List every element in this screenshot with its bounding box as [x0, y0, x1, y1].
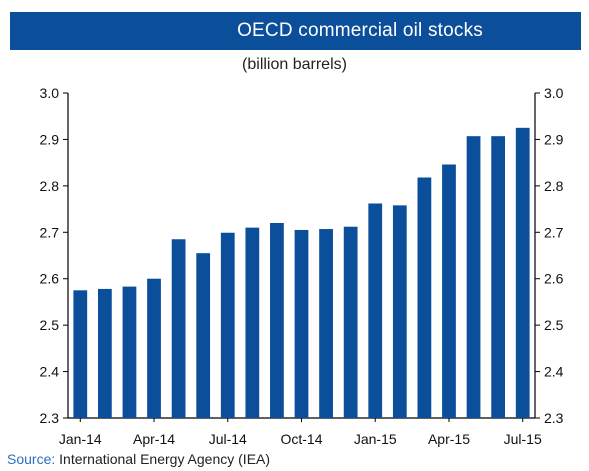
- y-tick-label-right: 2.4: [544, 364, 564, 380]
- y-tick-label-left: 2.6: [40, 271, 60, 287]
- y-tick-label-left: 2.7: [40, 224, 60, 240]
- chart-title: OECD commercial oil stocks: [237, 20, 483, 41]
- y-tick-label-right: 2.9: [544, 131, 564, 147]
- bar: [122, 286, 137, 418]
- y-tick-label-left: 2.4: [40, 364, 60, 380]
- y-tick-label-right: 2.3: [544, 410, 564, 426]
- x-tick-label: Oct-14: [280, 431, 322, 447]
- bar: [73, 290, 88, 418]
- bar: [147, 278, 161, 418]
- x-tick-label: Apr-15: [428, 431, 470, 447]
- bar-chart: 2.3 2.3 2.4 2.4 2.5 2.5 2.6 2.6 2.7 2.7 2.8 2.8 2.9 2…: [40, 85, 564, 447]
- source-note: Source: International Energy Agency (IEA…: [7, 451, 270, 467]
- source-text: International Energy Agency (IEA): [59, 451, 271, 467]
- bar: [196, 253, 211, 418]
- bar: [491, 136, 506, 418]
- bar: [417, 177, 432, 418]
- bar: [515, 127, 530, 419]
- source-label: Source:: [7, 451, 56, 467]
- bar: [343, 226, 358, 418]
- x-tick-label: Jul-14: [209, 431, 247, 447]
- x-tick-label: Jan-15: [354, 431, 397, 447]
- y-tick-label-right: 2.8: [544, 178, 564, 194]
- bar: [392, 205, 407, 418]
- bar: [294, 229, 309, 418]
- bar: [466, 136, 481, 418]
- bar: [220, 232, 235, 418]
- y-tick-label-right: 2.7: [544, 224, 564, 240]
- y-tick-label-left: 2.9: [40, 131, 60, 147]
- y-tick-label-right: 2.5: [544, 317, 564, 333]
- title-bar: OECD commercial oil stocks: [10, 12, 581, 50]
- y-tick-label-left: 2.5: [40, 317, 60, 333]
- chart-subtitle: (billion barrels): [242, 56, 347, 73]
- bar: [171, 239, 186, 418]
- bar: [368, 203, 383, 418]
- bar: [270, 223, 284, 418]
- x-tick-label: Apr-14: [133, 431, 175, 447]
- bar: [97, 288, 112, 418]
- bar: [442, 164, 456, 418]
- y-tick-label-left: 2.8: [40, 178, 60, 194]
- x-tick-label: Jan-14: [59, 431, 102, 447]
- x-tick-label: Jul-15: [504, 431, 542, 447]
- bar: [319, 229, 333, 418]
- y-tick-label-left: 2.3: [40, 410, 60, 426]
- bar: [245, 227, 260, 418]
- y-tick-label-right: 2.6: [544, 271, 564, 287]
- y-tick-label-right: 3.0: [544, 85, 564, 101]
- y-tick-label-left: 3.0: [40, 85, 60, 101]
